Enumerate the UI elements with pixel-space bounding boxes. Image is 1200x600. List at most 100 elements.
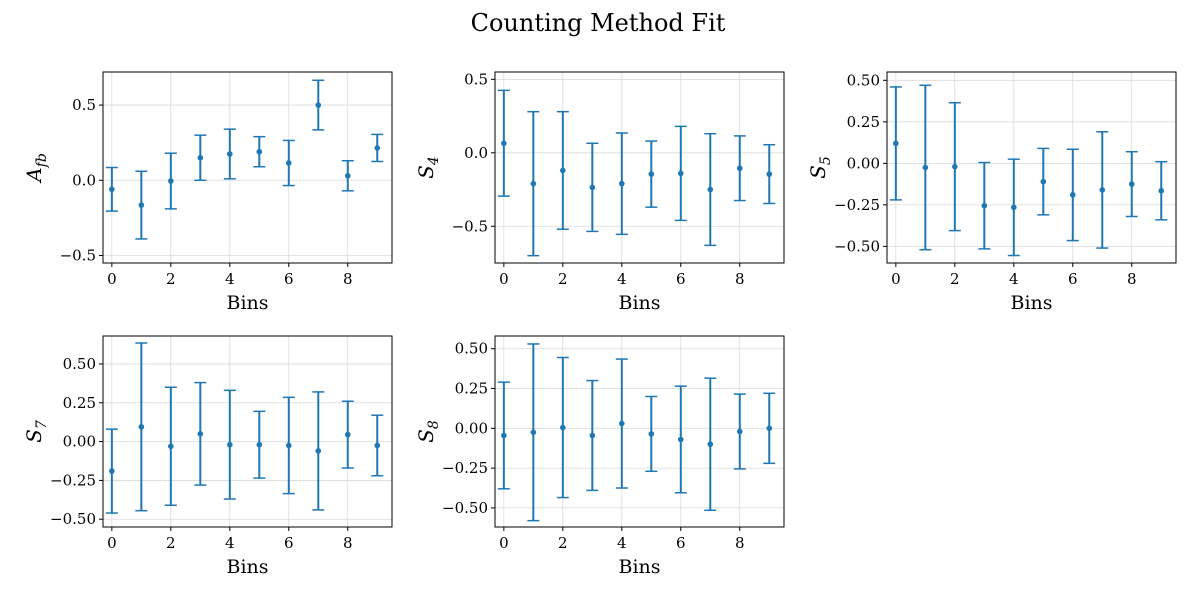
data-point xyxy=(677,170,684,177)
x-tick-label: 4 xyxy=(225,270,235,288)
x-tick-label: 4 xyxy=(1009,270,1019,288)
data-point xyxy=(501,432,507,439)
data-point xyxy=(109,468,115,474)
y-tick-label: −0.50 xyxy=(50,510,96,528)
x-tick-label: 2 xyxy=(558,534,568,552)
data-point xyxy=(893,140,899,147)
data-point xyxy=(1128,181,1135,187)
y-tick-label: 0.0 xyxy=(464,144,488,162)
x-tick-label: 2 xyxy=(166,270,176,288)
y-axis-label: S8 xyxy=(414,420,442,443)
subplot-4: 0 2 4 6 8 −0.50 −0.25 0.00 0.25 0.50 Bins S7 xyxy=(22,335,393,578)
plot-frame xyxy=(102,71,393,264)
y-tick-label: 0.50 xyxy=(847,71,880,89)
data-point xyxy=(530,180,537,187)
y-tick-label: 0.00 xyxy=(847,154,880,172)
data-point xyxy=(707,186,714,193)
y-axis-label: Afb xyxy=(22,153,50,184)
plot-frame xyxy=(494,335,785,528)
data-point xyxy=(1158,187,1165,194)
x-axis-label: Bins xyxy=(226,556,268,578)
x-tick-label: 6 xyxy=(676,534,686,552)
data-point xyxy=(197,154,204,161)
y-tick-label: −0.5 xyxy=(452,217,488,235)
y-axis-label-main: S xyxy=(22,429,46,443)
y-axis-label-subscript: 5 xyxy=(818,156,834,165)
y-tick-label: −0.50 xyxy=(834,237,880,255)
x-tick-label: 2 xyxy=(166,534,176,552)
data-point xyxy=(766,425,773,432)
y-axis-label: S5 xyxy=(806,156,834,179)
x-tick-label: 0 xyxy=(107,534,117,552)
data-point xyxy=(227,441,233,448)
y-tick-label: −0.25 xyxy=(50,471,96,489)
data-point xyxy=(1069,192,1076,198)
y-tick-label: 0.50 xyxy=(455,340,488,358)
data-point xyxy=(168,178,174,184)
data-point xyxy=(138,424,145,430)
data-point xyxy=(560,167,566,174)
x-tick-label: 6 xyxy=(284,534,294,552)
x-tick-label: 4 xyxy=(617,270,627,288)
data-point xyxy=(344,431,351,438)
data-point xyxy=(109,186,115,193)
x-tick-label: 4 xyxy=(617,534,627,552)
y-axis-label-subscript: fb xyxy=(34,153,50,168)
data-point xyxy=(315,102,322,108)
y-axis-label-main: A xyxy=(22,167,46,183)
y-axis-label-subscript: 8 xyxy=(426,420,442,429)
data-point xyxy=(501,140,507,147)
plot-frame xyxy=(886,71,1177,264)
figure-title: Counting Method Fit xyxy=(471,9,726,37)
data-point xyxy=(736,428,743,435)
data-point xyxy=(374,442,381,449)
y-axis-label: S7 xyxy=(22,420,50,443)
y-tick-label: −0.5 xyxy=(60,246,96,264)
x-tick-label: 2 xyxy=(950,270,960,288)
data-point xyxy=(315,448,322,454)
y-axis-label-main: S xyxy=(414,429,438,443)
subplot-grid: 0 2 4 6 8 −0.5 0.0 0.5 Bins Afb 0 2 4 6 8 −0.5 0.0 0.5 Bin… xyxy=(22,70,1177,578)
data-point xyxy=(197,431,204,437)
y-axis-label-subscript: 7 xyxy=(34,420,50,429)
data-point xyxy=(374,145,381,151)
y-tick-label: 0.50 xyxy=(63,355,96,373)
y-tick-label: 0.25 xyxy=(63,394,96,412)
data-point xyxy=(619,180,625,187)
y-axis-label: S4 xyxy=(414,156,442,179)
data-point xyxy=(344,172,351,179)
data-point xyxy=(530,429,537,436)
data-point xyxy=(285,442,292,449)
data-point xyxy=(285,160,292,166)
y-tick-label: 0.25 xyxy=(455,380,488,398)
data-point xyxy=(138,202,145,208)
subplot-1: 0 2 4 6 8 −0.5 0.0 0.5 Bins Afb xyxy=(22,71,393,314)
data-point xyxy=(1011,204,1017,211)
data-point xyxy=(677,436,684,443)
data-point xyxy=(707,441,714,448)
y-tick-label: 0.5 xyxy=(464,70,488,88)
x-tick-label: 0 xyxy=(499,534,509,552)
y-axis-label-main: S xyxy=(414,165,438,179)
plot-frame xyxy=(494,71,785,264)
x-axis-label: Bins xyxy=(618,292,660,314)
y-axis-label-subscript: 4 xyxy=(426,156,442,166)
x-tick-label: 8 xyxy=(1127,270,1137,288)
data-point xyxy=(766,171,773,177)
data-point xyxy=(589,432,596,439)
x-tick-label: 0 xyxy=(499,270,509,288)
data-point xyxy=(1099,187,1106,193)
y-axis-label-main: S xyxy=(806,165,830,179)
data-point xyxy=(619,420,625,427)
data-point xyxy=(168,443,174,450)
data-point xyxy=(1040,178,1047,185)
y-tick-label: −0.25 xyxy=(442,459,488,477)
x-tick-label: 0 xyxy=(107,270,117,288)
y-tick-label: 0.00 xyxy=(455,419,488,437)
x-tick-label: 2 xyxy=(558,270,568,288)
x-axis-label: Bins xyxy=(618,556,660,578)
